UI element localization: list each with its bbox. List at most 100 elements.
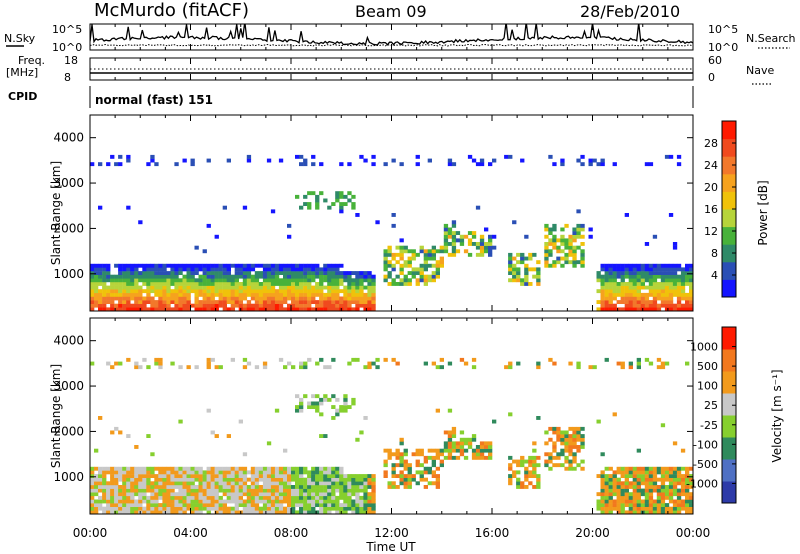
power-cell xyxy=(198,300,203,304)
velocity-cell xyxy=(391,463,396,468)
velocity-cell xyxy=(680,448,686,453)
power-cell xyxy=(242,274,248,279)
velocity-cell xyxy=(254,481,260,486)
velocity-cell xyxy=(568,426,573,431)
velocity-cell xyxy=(142,485,147,489)
power-cell xyxy=(242,303,248,308)
power-cell xyxy=(315,307,320,311)
velocity-cell xyxy=(479,445,485,449)
power-cell xyxy=(459,234,465,239)
power-cell xyxy=(680,289,686,294)
velocity-cell xyxy=(295,503,300,507)
velocity-cell xyxy=(471,434,477,438)
power-cell xyxy=(532,252,537,257)
velocity-cell xyxy=(174,506,179,511)
velocity-cell xyxy=(355,499,360,504)
power-cell xyxy=(126,271,131,275)
power-cell xyxy=(660,300,666,304)
power-cell xyxy=(122,267,127,272)
velocity-cell xyxy=(98,506,103,511)
velocity-cell xyxy=(234,477,239,482)
velocity-cell xyxy=(122,481,127,486)
velocity-cell xyxy=(311,466,316,471)
velocity-cell xyxy=(102,474,107,478)
velocity-cell xyxy=(564,466,569,471)
power-cell xyxy=(274,271,280,275)
velocity-cell xyxy=(106,485,111,489)
power-cell xyxy=(568,260,573,265)
power-cell xyxy=(106,267,111,272)
velocity-cell xyxy=(576,430,581,435)
power-cell xyxy=(327,282,332,286)
power-cell xyxy=(664,296,670,301)
velocity-cell xyxy=(299,503,304,507)
power-cell xyxy=(680,271,686,275)
velocity-cell xyxy=(238,492,243,497)
velocity-cell xyxy=(656,506,662,511)
power-cell xyxy=(616,300,621,304)
velocity-cell xyxy=(311,488,316,493)
power-cell xyxy=(415,252,420,257)
power-cell xyxy=(214,292,219,297)
power-cell xyxy=(262,263,268,268)
power-cell xyxy=(471,231,477,235)
power-cell xyxy=(102,296,107,301)
velocity-cell xyxy=(194,477,199,482)
velocity-cell xyxy=(371,481,376,486)
velocity-cell xyxy=(532,455,537,460)
velocity-cell xyxy=(335,485,340,489)
power-cell xyxy=(455,231,461,235)
velocity-cell xyxy=(94,488,99,493)
power-cell xyxy=(94,300,99,304)
velocity-cell xyxy=(604,499,609,504)
power-cell xyxy=(162,271,167,275)
power-cell xyxy=(126,278,131,283)
power-cell xyxy=(214,300,219,304)
velocity-cell xyxy=(516,459,521,464)
power-cell xyxy=(552,245,557,250)
velocity-cell xyxy=(283,485,288,489)
power-cell xyxy=(544,252,549,257)
velocity-cell xyxy=(572,434,577,438)
power-cell xyxy=(680,274,686,279)
velocity-cell xyxy=(632,466,637,471)
velocity-cell xyxy=(295,466,300,471)
power-cell xyxy=(431,271,436,275)
velocity-cell xyxy=(266,506,272,511)
power-cell xyxy=(403,263,408,268)
power-cell xyxy=(266,158,272,163)
power-cell xyxy=(230,285,235,290)
power-cell xyxy=(347,278,352,283)
power-cell xyxy=(274,278,280,283)
velocity-cell xyxy=(198,477,203,482)
power-cell xyxy=(672,278,678,283)
velocity-cell xyxy=(102,485,107,489)
velocity-cell xyxy=(130,503,135,507)
power-cell xyxy=(632,263,637,268)
power-cell xyxy=(608,282,613,286)
velocity-cell xyxy=(106,499,111,504)
power-cell xyxy=(544,260,549,265)
velocity-cell xyxy=(250,474,256,478)
power-cell xyxy=(126,263,131,268)
velocity-cell xyxy=(407,485,412,489)
velocity-cell xyxy=(323,495,328,500)
power-cell xyxy=(532,274,537,279)
power-cell xyxy=(564,256,569,261)
velocity-cell xyxy=(262,485,268,489)
power-cell xyxy=(672,267,678,272)
power-cell xyxy=(327,303,332,308)
velocity-cell xyxy=(94,499,99,504)
power-cell xyxy=(580,263,585,268)
velocity-cell xyxy=(407,481,412,486)
power-cell xyxy=(467,231,473,235)
power-cell xyxy=(202,267,207,272)
velocity-cell xyxy=(351,357,356,362)
power-cell xyxy=(307,296,312,301)
velocity-cell xyxy=(202,506,207,511)
nave-tick-top: 60 xyxy=(708,54,722,67)
power-cell xyxy=(234,289,239,294)
cpid-panel: CPID normal (fast) 151 xyxy=(8,86,694,108)
power-cell xyxy=(206,292,211,297)
power-cell xyxy=(134,278,139,283)
